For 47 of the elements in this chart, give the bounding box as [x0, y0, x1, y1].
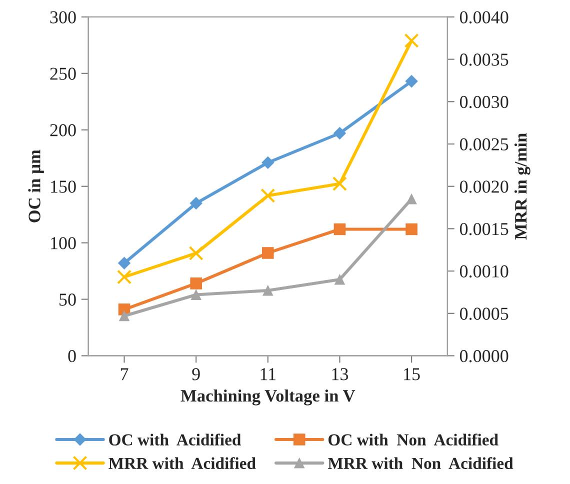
y2-tick-label: 0.0020 [460, 180, 508, 193]
point [260, 188, 276, 203]
point [406, 223, 418, 236]
y2-tick-label: 0.0010 [460, 265, 508, 278]
point [190, 197, 202, 210]
legend-label: OC with Non Acidified [328, 434, 498, 446]
point [404, 33, 419, 48]
y-tick-label: 100 [51, 237, 76, 250]
point [262, 156, 274, 169]
point [190, 278, 202, 290]
point [190, 290, 202, 300]
y-tick-label: 200 [50, 124, 76, 136]
y2-tick-label: 0.0000 [460, 350, 508, 362]
y2-tick-label: 0.0030 [460, 96, 508, 108]
y-tick-label: 50 [60, 294, 76, 306]
point [405, 75, 418, 88]
legend-label: OC with Acidified [109, 434, 242, 446]
x-tick-label: 9 [192, 368, 200, 380]
point [116, 270, 132, 284]
x-tick-label: 7 [120, 368, 128, 380]
legend-label: MRR with Non Acidified [328, 457, 514, 470]
y-tick-label: 250 [50, 68, 76, 80]
y2-axis-title: MRR in g/min [514, 133, 530, 240]
point [334, 223, 346, 236]
point [262, 285, 274, 296]
y-tick-label: 150 [51, 180, 76, 193]
x-tick-label: 15 [404, 368, 420, 380]
legend-label: MRR with Acidified [108, 457, 256, 470]
y2-tick-label: 0.0040 [460, 11, 508, 24]
x-axis-title: Machining Voltage in V [180, 389, 356, 406]
y-tick-label: 300 [50, 11, 76, 24]
y-axis-title: OC in µm [28, 150, 44, 222]
y2-tick-label: 0.0005 [460, 308, 508, 320]
point [334, 274, 345, 285]
point [333, 127, 346, 140]
point [119, 310, 130, 322]
x-tick-label: 11 [260, 368, 276, 380]
y2-tick-label: 0.0025 [460, 138, 508, 151]
point [406, 194, 417, 204]
y-tick-label: 0 [68, 350, 76, 362]
point [262, 247, 274, 259]
x-tick-label: 13 [332, 368, 348, 380]
y2-tick-label: 0.0035 [460, 54, 508, 66]
y2-tick-label: 0.0015 [460, 222, 508, 236]
point [332, 176, 348, 192]
point [118, 256, 131, 270]
point [188, 246, 204, 261]
